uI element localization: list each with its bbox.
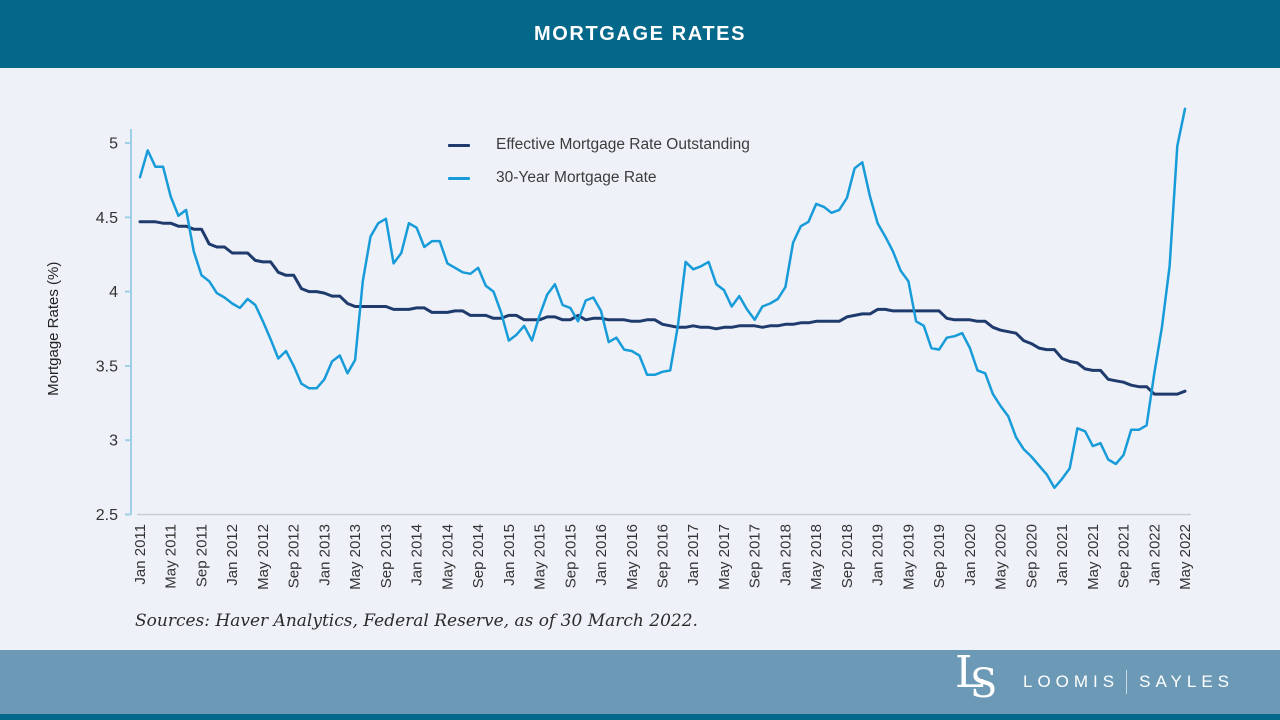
x-tick-label: Sep 2021 bbox=[1116, 524, 1133, 588]
footer-accent-strip bbox=[0, 714, 1280, 720]
x-tick-label: Sep 2013 bbox=[378, 524, 395, 588]
loomis-sayles-logo: L S LOOMIS SAYLES bbox=[953, 647, 1234, 714]
x-tick-label: Jan 2012 bbox=[224, 524, 241, 586]
y-tick-label: 3.5 bbox=[96, 358, 118, 375]
x-tick-label: Jan 2013 bbox=[316, 524, 333, 586]
legend-item-effective-rate: Effective Mortgage Rate Outstanding bbox=[448, 136, 750, 154]
x-tick-label: May 2012 bbox=[255, 524, 272, 590]
x-tick-label: Sep 2018 bbox=[839, 524, 856, 588]
x-tick-label: May 2015 bbox=[532, 524, 549, 590]
x-tick-label: Sep 2012 bbox=[286, 524, 303, 588]
x-tick-label: May 2022 bbox=[1177, 524, 1194, 590]
ls-monogram-icon: L S bbox=[954, 647, 998, 707]
effective-mortgage-rate-line bbox=[138, 220, 1187, 396]
x-tick-label: Sep 2011 bbox=[193, 524, 210, 587]
slide-header: MORTGAGE RATES bbox=[0, 0, 1280, 68]
brand-wordmark: LOOMIS SAYLES bbox=[1023, 670, 1234, 694]
x-tick-label: Jan 2021 bbox=[1054, 524, 1071, 586]
x-tick-label: May 2020 bbox=[993, 524, 1010, 590]
brand-loomis: LOOMIS bbox=[1022, 672, 1120, 691]
sources-note: Sources: Haver Analytics, Federal Reserv… bbox=[135, 611, 698, 631]
y-tick-label: 2.5 bbox=[96, 507, 118, 524]
y-tick-label: 3 bbox=[109, 433, 118, 450]
x-tick-label: May 2021 bbox=[1085, 524, 1102, 590]
x-tick-label: May 2016 bbox=[624, 524, 641, 590]
x-tick-label: Jan 2015 bbox=[501, 524, 518, 586]
x-tick-label: Sep 2016 bbox=[655, 524, 672, 588]
x-tick-label: May 2017 bbox=[716, 524, 733, 590]
x-tick-label: Jan 2011 bbox=[132, 524, 149, 585]
x-tick-label: Jan 2019 bbox=[870, 524, 887, 586]
x-tick-label: May 2013 bbox=[347, 524, 364, 590]
x-tick-label: Jan 2020 bbox=[962, 524, 979, 586]
x-tick-label: Sep 2014 bbox=[470, 524, 487, 588]
x-tick-label: May 2011 bbox=[163, 524, 180, 589]
legend-label-30-year-rate: 30-Year Mortgage Rate bbox=[496, 169, 657, 186]
slide-footer: L S LOOMIS SAYLES bbox=[0, 647, 1280, 714]
x-tick-label: Jan 2016 bbox=[593, 524, 610, 586]
chart-legend: Effective Mortgage Rate Outstanding 30-Y… bbox=[448, 136, 750, 187]
legend-swatch-30-year-rate bbox=[448, 176, 470, 180]
y-axis-title: Mortgage Rates (%) bbox=[45, 262, 62, 396]
x-tick-label: Sep 2020 bbox=[1023, 524, 1040, 588]
y-tick-label: 5 bbox=[109, 136, 118, 153]
x-tick-label: Jan 2018 bbox=[777, 524, 794, 586]
y-tick-label: 4 bbox=[109, 284, 118, 301]
x-tick-label: May 2018 bbox=[808, 524, 825, 590]
x-tick-label: May 2019 bbox=[900, 524, 917, 590]
brand-sayles: SAYLES bbox=[1139, 672, 1234, 691]
x-tick-label: Jan 2022 bbox=[1146, 524, 1163, 586]
y-tick-label: 4.5 bbox=[96, 210, 118, 227]
x-tick-label: Sep 2019 bbox=[931, 524, 948, 588]
x-tick-label: Sep 2015 bbox=[562, 524, 579, 588]
x-tick-label: Sep 2017 bbox=[747, 524, 764, 588]
x-tick-label: Jan 2014 bbox=[409, 524, 426, 586]
x-tick-label: Jan 2017 bbox=[685, 524, 702, 586]
thirty-year-mortgage-rate-line bbox=[138, 107, 1187, 490]
legend-item-30-year-rate: 30-Year Mortgage Rate bbox=[448, 169, 750, 187]
legend-swatch-effective-rate bbox=[448, 143, 470, 147]
x-tick-label: May 2014 bbox=[439, 524, 456, 590]
legend-label-effective-rate: Effective Mortgage Rate Outstanding bbox=[496, 136, 750, 153]
page-title: MORTGAGE RATES bbox=[533, 22, 747, 45]
brand-divider bbox=[1126, 670, 1128, 694]
